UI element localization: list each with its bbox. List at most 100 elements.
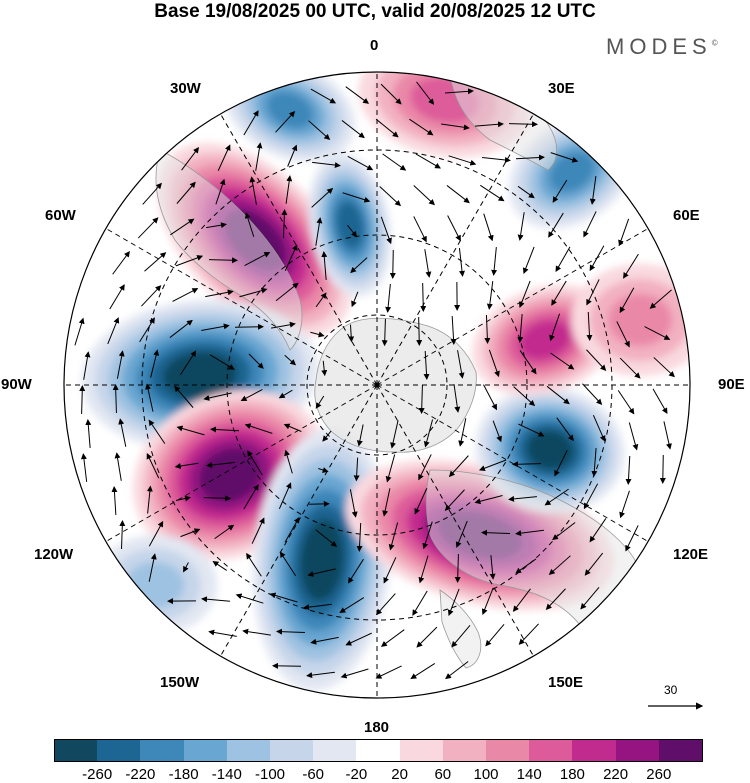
wind-vector bbox=[445, 88, 474, 95]
wind-vector bbox=[619, 490, 630, 519]
wind-vector bbox=[285, 175, 293, 204]
wind-vector bbox=[350, 257, 368, 274]
wind-vector bbox=[416, 626, 438, 648]
colorbar-tick-label: 20 bbox=[391, 766, 408, 783]
wind-vector bbox=[652, 388, 668, 415]
wind-vector bbox=[453, 384, 461, 413]
wind-vector bbox=[375, 665, 402, 679]
wind-vector bbox=[445, 661, 469, 680]
colorbar-tick-label: 100 bbox=[473, 766, 499, 783]
meridian-line bbox=[376, 113, 534, 386]
wind-vector bbox=[174, 462, 199, 469]
wind-vector bbox=[145, 383, 154, 412]
wind-vector bbox=[142, 182, 162, 205]
wind-vector bbox=[625, 455, 632, 485]
wind-vector bbox=[172, 288, 199, 302]
wind-vector bbox=[208, 257, 238, 264]
meridian-line bbox=[220, 113, 378, 386]
wind-vector bbox=[518, 423, 545, 437]
wind-vector bbox=[240, 388, 263, 402]
wind-vector bbox=[271, 321, 296, 329]
wind-vector bbox=[412, 590, 428, 616]
colorbar-tick-label: 140 bbox=[516, 766, 542, 783]
meridian-line bbox=[105, 384, 378, 542]
wind-vector bbox=[589, 518, 607, 543]
wind-vector bbox=[322, 430, 332, 442]
wind-vector bbox=[242, 628, 271, 636]
wind-vector bbox=[247, 450, 263, 476]
wind-vector bbox=[306, 671, 335, 679]
colorbar-tick-label: 220 bbox=[603, 766, 629, 783]
wind-vector bbox=[79, 385, 86, 415]
wind-vector bbox=[342, 192, 371, 203]
wind-vector bbox=[174, 385, 194, 408]
wind-vector bbox=[483, 384, 497, 411]
lon-label-120e: 120E bbox=[673, 546, 709, 563]
wind-vector bbox=[380, 216, 392, 245]
wind-vector bbox=[492, 420, 502, 443]
wind-vector bbox=[554, 450, 568, 477]
wind-vector bbox=[546, 385, 570, 405]
wind-vector bbox=[390, 420, 399, 449]
wind-vector bbox=[144, 252, 167, 272]
wind-vector bbox=[217, 144, 231, 171]
wind-vector bbox=[251, 517, 265, 544]
wind-vector bbox=[550, 152, 579, 163]
wind-vector bbox=[214, 524, 235, 540]
wind-vector bbox=[583, 211, 597, 238]
wind-vector bbox=[488, 349, 500, 378]
wind-vector bbox=[235, 593, 264, 604]
wind-vector bbox=[491, 247, 498, 276]
wind-vector bbox=[381, 318, 388, 347]
wind-vector bbox=[551, 280, 567, 306]
wind-vector bbox=[586, 279, 600, 306]
wind-vector bbox=[548, 212, 564, 238]
wind-vector bbox=[146, 485, 153, 514]
wind-vector bbox=[382, 153, 407, 171]
colorbar bbox=[54, 739, 703, 761]
colorbar-swatch bbox=[226, 739, 271, 761]
wind-vector bbox=[137, 217, 159, 239]
wind-vector bbox=[176, 425, 205, 436]
vector-scale-label: 30 bbox=[664, 683, 678, 697]
wind-vector bbox=[179, 350, 197, 376]
anomaly-contour bbox=[518, 319, 572, 361]
wind-vector bbox=[353, 457, 360, 482]
wind-vector bbox=[448, 155, 477, 166]
wind-vector bbox=[215, 178, 226, 205]
colorbar-swatch bbox=[572, 739, 616, 761]
wind-vector bbox=[284, 516, 300, 543]
wind-vector bbox=[356, 424, 364, 447]
wind-vector bbox=[283, 423, 302, 432]
wind-vector bbox=[515, 154, 545, 161]
wind-vector bbox=[146, 452, 160, 479]
wind-vector bbox=[85, 419, 92, 448]
wind-vector bbox=[248, 353, 264, 369]
wind-vectors bbox=[74, 81, 675, 680]
anomaly-contour bbox=[199, 448, 261, 502]
wind-vector bbox=[619, 357, 641, 379]
wind-vector bbox=[518, 280, 531, 308]
wind-vector bbox=[582, 383, 603, 406]
wind-vector bbox=[414, 488, 428, 515]
wind-vector bbox=[375, 118, 399, 138]
wind-vector bbox=[489, 555, 496, 580]
wind-vector bbox=[441, 123, 470, 131]
wind-vector bbox=[234, 323, 264, 330]
wind-vector bbox=[284, 449, 293, 474]
colorbar-tick-label: -260 bbox=[82, 766, 113, 783]
wind-vector bbox=[183, 562, 189, 573]
wind-vector bbox=[619, 287, 635, 314]
wind-vector bbox=[420, 282, 427, 312]
wind-vector bbox=[555, 246, 571, 273]
meridian-line bbox=[376, 228, 649, 386]
wind-vector bbox=[246, 552, 262, 577]
lon-label-150e: 150E bbox=[548, 674, 584, 691]
wind-vector bbox=[210, 426, 240, 433]
wind-vector bbox=[347, 155, 374, 171]
wind-vector bbox=[239, 287, 268, 298]
wind-vector bbox=[583, 483, 599, 510]
colorbar-tick-label: -220 bbox=[125, 766, 156, 783]
colorbar-swatch bbox=[54, 739, 98, 761]
wind-vector bbox=[148, 553, 157, 582]
